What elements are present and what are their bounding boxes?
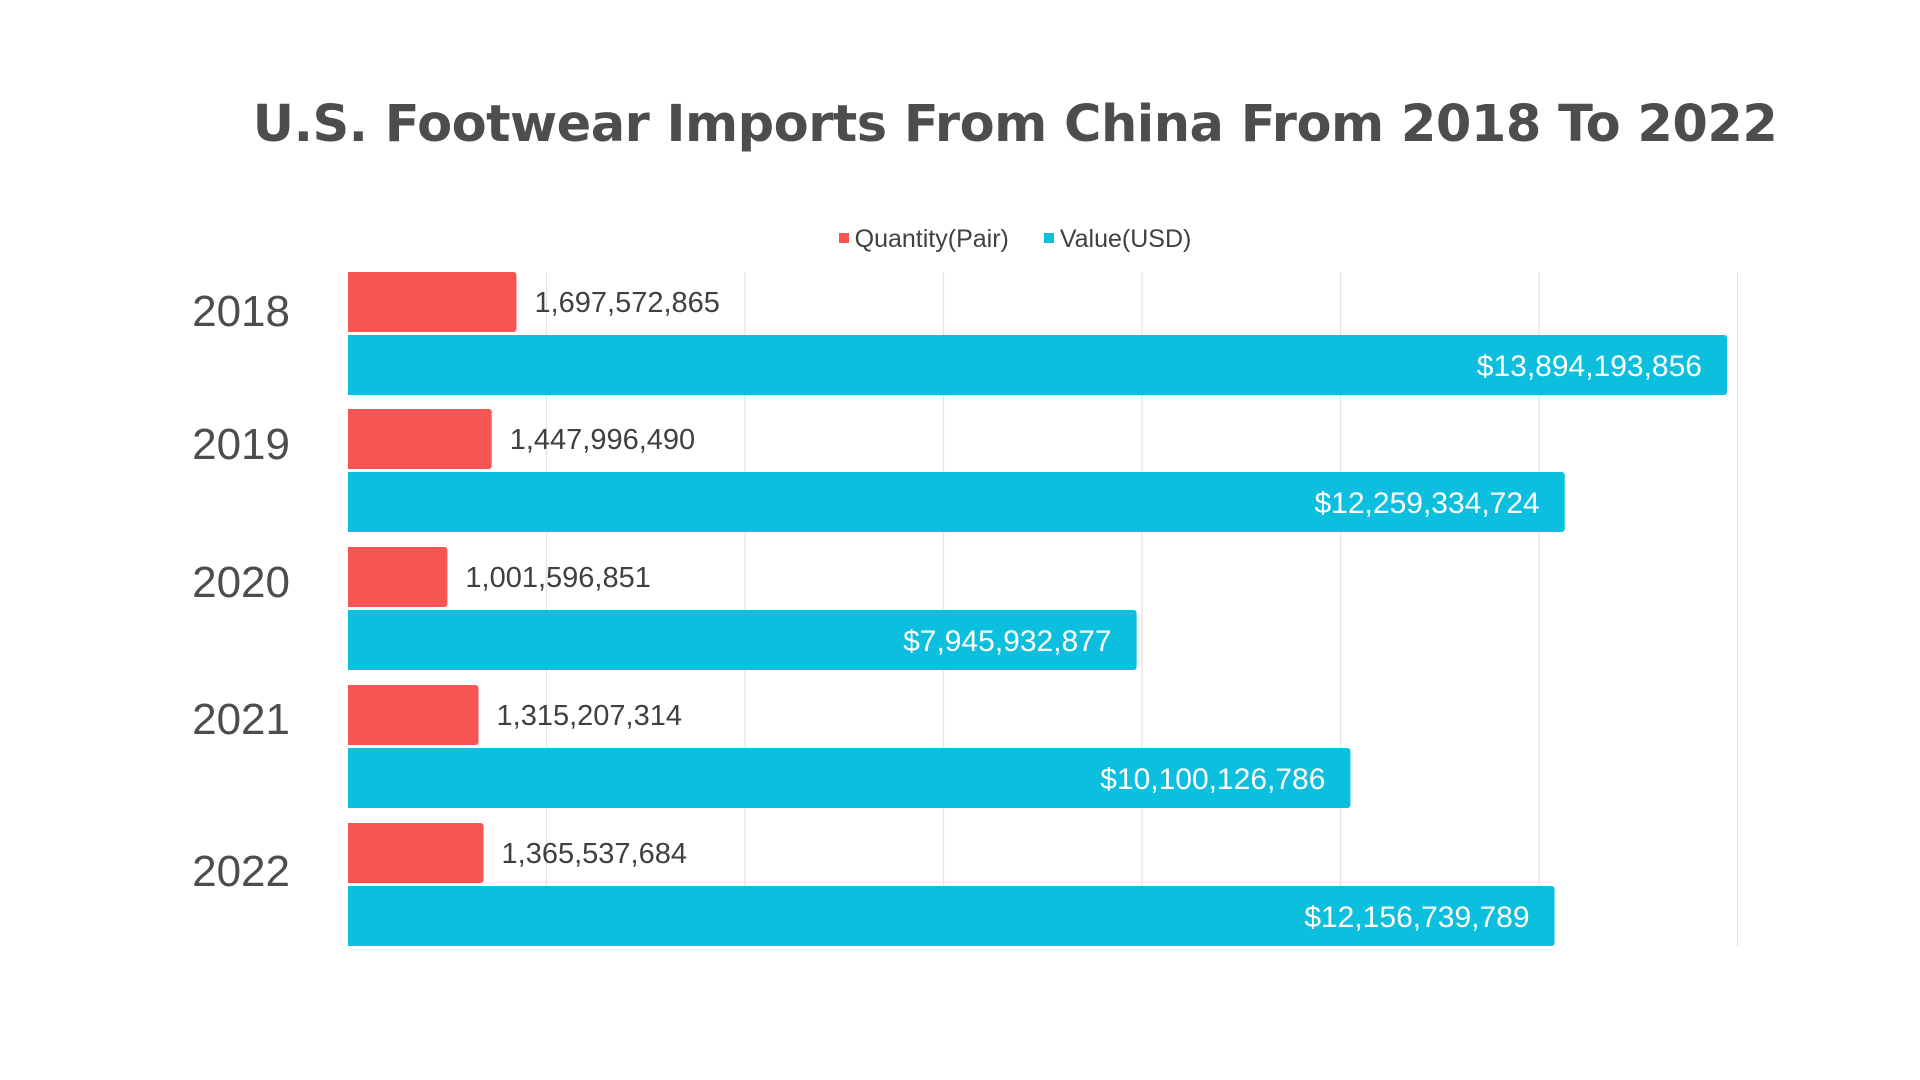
- data-labels: 1,697,572,865 $13,894,193,856 1,447,996,49…: [465, 287, 1702, 934]
- value-bar-edge-2022: [348, 886, 352, 946]
- quantity-bar-edge-2022: [348, 823, 352, 883]
- value-data-label-2021: $10,100,126,786: [1100, 763, 1325, 796]
- quantity-data-label-2021: 1,315,207,314: [497, 700, 682, 732]
- quantity-bar-2019: [348, 409, 492, 469]
- legend-item-value: Value(USD): [1043, 225, 1192, 254]
- value-data-label-2018: $13,894,193,856: [1477, 350, 1702, 383]
- bars: [348, 272, 1727, 946]
- category-label-2022: 2022: [192, 847, 290, 896]
- quantity-data-label-2019: 1,447,996,490: [510, 424, 695, 456]
- legend-label-value: Value(USD): [1059, 225, 1192, 253]
- value-data-label-2022: $12,156,739,789: [1304, 901, 1529, 934]
- value-bar-2018: [348, 335, 1727, 395]
- quantity-bar-2022: [348, 823, 484, 883]
- category-label-2020: 2020: [192, 558, 290, 607]
- quantity-bar-edge-2020: [348, 547, 352, 607]
- value-bar-edge-2021: [348, 748, 352, 808]
- value-bar-edge-2018: [348, 335, 352, 395]
- value-bar-2021: [348, 748, 1351, 808]
- category-label-2018: 2018: [192, 287, 290, 336]
- quantity-data-label-2018: 1,697,572,865: [534, 287, 719, 319]
- quantity-bar-edge-2018: [348, 272, 352, 332]
- quantity-bar-edge-2021: [348, 685, 352, 745]
- quantity-data-label-2020: 1,001,596,851: [465, 562, 650, 594]
- value-data-label-2020: $7,945,932,877: [903, 625, 1112, 658]
- value-bar-2019: [348, 472, 1565, 532]
- chart-title: U.S. Footwear Imports From China From 20…: [252, 95, 1778, 154]
- legend-item-quantity: Quantity(Pair): [838, 225, 1009, 254]
- value-bar-edge-2019: [348, 472, 352, 532]
- category-labels: 2018 2019 2020 2021 2022: [192, 287, 290, 896]
- quantity-bar-edge-2019: [348, 409, 352, 469]
- quantity-bar-2020: [348, 547, 448, 607]
- quantity-data-label-2022: 1,365,537,684: [502, 838, 687, 870]
- legend-swatch-quantity: [838, 233, 849, 244]
- value-bar-2020: [348, 610, 1137, 670]
- legend-label-quantity: Quantity(Pair): [854, 225, 1009, 253]
- legend-swatch-value: [1043, 233, 1054, 244]
- quantity-bar-2018: [348, 272, 517, 332]
- chart-legend: Quantity(Pair) Value(USD): [0, 225, 1920, 254]
- value-data-label-2019: $12,259,334,724: [1315, 487, 1540, 520]
- category-label-2019: 2019: [192, 420, 290, 469]
- value-bar-2022: [348, 886, 1555, 946]
- quantity-bar-2021: [348, 685, 479, 745]
- value-bar-edge-2020: [348, 610, 352, 670]
- category-label-2021: 2021: [192, 695, 290, 744]
